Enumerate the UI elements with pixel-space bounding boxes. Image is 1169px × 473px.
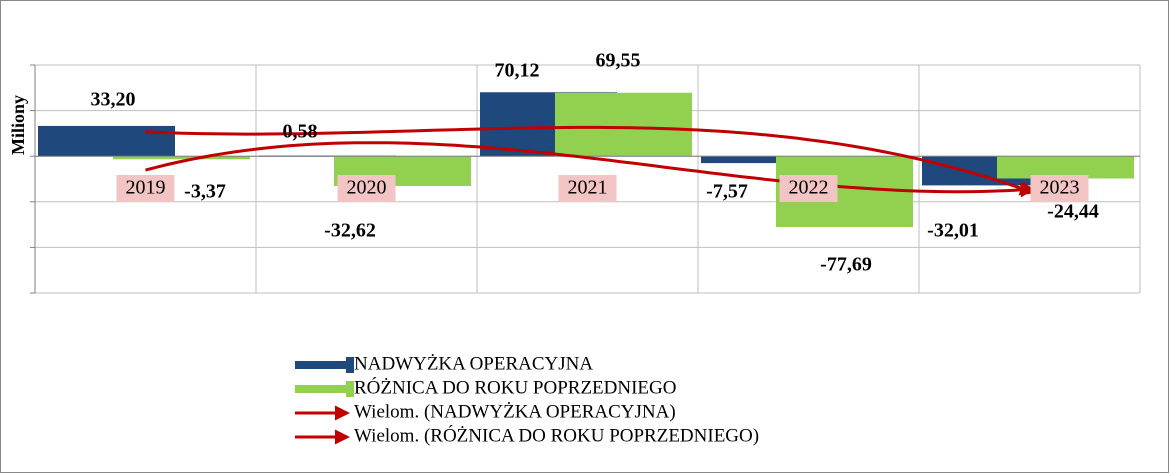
trendline <box>145 125 1036 196</box>
x-tick-label: 2023 <box>1040 177 1080 199</box>
category-label-group: 2021 <box>558 175 617 202</box>
bar <box>38 125 175 157</box>
data-label: -32,01 <box>927 220 979 242</box>
bar <box>997 156 1134 179</box>
trendline <box>145 141 1036 198</box>
category-label-group: 2019 <box>116 175 175 202</box>
data-label: 69,55 <box>596 50 641 72</box>
legend-swatch-bar <box>295 385 350 393</box>
data-label: 0,58 <box>283 121 318 143</box>
x-tick-label: 2021 <box>568 177 608 199</box>
legend-swatch-bar <box>295 361 350 369</box>
data-label: -77,69 <box>820 254 872 276</box>
data-label: -7,57 <box>706 181 748 203</box>
data-label: -24,44 <box>1047 201 1099 223</box>
y-axis-label: Miliony <box>8 95 28 155</box>
legend-label: NADWYŻKA OPERACYJNA <box>354 353 593 374</box>
bar <box>555 92 692 157</box>
data-label: -3,37 <box>184 181 226 203</box>
data-label: 33,20 <box>91 89 136 111</box>
legend-label: Wielom. (RÓŻNICA DO ROKU POPRZEDNIEGO) <box>354 424 759 446</box>
x-tick-label: 2020 <box>347 177 387 199</box>
x-tick-label: 2022 <box>789 177 829 199</box>
category-label-bg <box>1030 175 1089 202</box>
category-label-bg <box>558 175 617 202</box>
category-label-group: 2022 <box>779 175 838 202</box>
data-label: 70,12 <box>495 60 540 82</box>
x-tick-label: 2019 <box>126 177 166 199</box>
category-label-bg <box>779 175 838 202</box>
category-label-group: 2020 <box>337 175 396 202</box>
data-label: -32,62 <box>324 220 376 242</box>
legend-label: RÓŻNICA DO ROKU POPRZEDNIEGO <box>354 376 676 398</box>
category-label-bg <box>337 175 396 202</box>
legend-label: Wielom. (NADWYŻKA OPERACYJNA) <box>354 401 676 422</box>
bar <box>701 156 838 164</box>
bar <box>113 156 250 160</box>
category-label-group: 2023 <box>1030 175 1089 202</box>
category-label-bg <box>116 175 175 202</box>
